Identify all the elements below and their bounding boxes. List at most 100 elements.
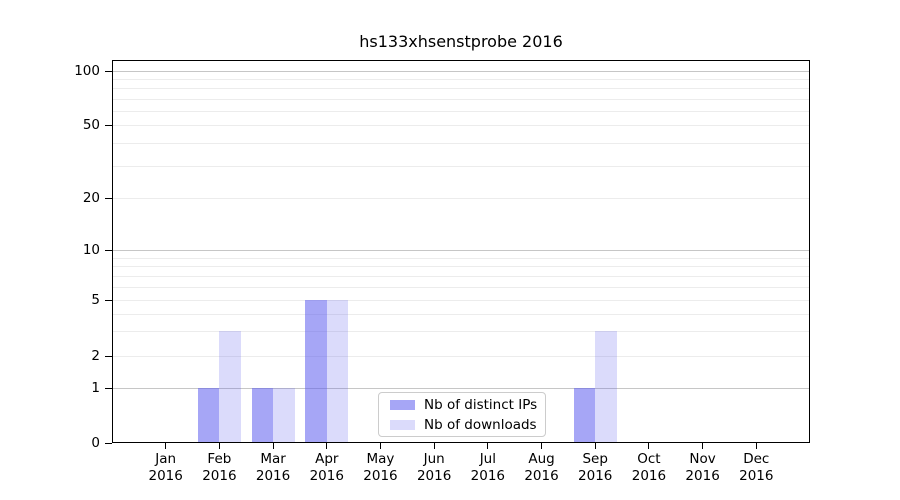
x-tick-label-line: Feb <box>207 451 232 467</box>
gridline-minor <box>113 88 809 90</box>
gridline-major <box>113 71 809 72</box>
x-tick-mark <box>648 443 650 449</box>
chart-title: hs133xhsenstprobe 2016 <box>359 32 563 51</box>
x-tick-mark <box>218 443 220 449</box>
bar-apr-distinct-ips <box>305 300 327 443</box>
y-tick-label: 10 <box>82 242 100 258</box>
gridline-minor <box>113 110 809 112</box>
legend-swatch-distinct-ips <box>390 399 415 410</box>
x-tick-label-line: 2016 <box>148 467 183 484</box>
x-tick-mark <box>594 443 596 449</box>
x-tick-mark <box>165 443 167 449</box>
x-tick-label-line: Apr <box>315 451 339 467</box>
bar-feb-distinct-ips <box>197 388 220 443</box>
legend-label-downloads: Nb of downloads <box>424 416 537 433</box>
bar-feb-downloads <box>219 331 241 443</box>
gridline-minor <box>113 286 809 288</box>
gridline-minor <box>113 165 809 167</box>
y-tick-label: 50 <box>82 117 100 133</box>
x-tick-mark <box>379 443 381 449</box>
gridline-major <box>113 388 809 389</box>
y-tick-label: 0 <box>91 435 100 451</box>
x-tick-label: Oct 2016 <box>619 451 679 484</box>
x-tick-label: Apr 2016 <box>297 451 357 484</box>
x-tick-mark <box>433 443 435 449</box>
x-tick-label: Sep 2016 <box>565 451 625 484</box>
x-tick-label-line: 2016 <box>255 467 291 484</box>
x-tick-mark <box>487 443 489 449</box>
gridline-minor <box>113 125 809 126</box>
y-tick-label: 5 <box>91 292 100 308</box>
bar-mar-distinct-ips <box>251 388 274 443</box>
x-tick-label-line: Dec <box>743 451 770 467</box>
y-tick-mark <box>105 125 112 126</box>
gridline-minor <box>113 313 809 315</box>
x-tick-label: Aug 2016 <box>512 451 572 484</box>
x-tick-label-line: Aug <box>528 451 555 467</box>
x-tick-label: Nov 2016 <box>673 451 733 484</box>
x-tick-label-line: Mar <box>260 451 286 467</box>
bar-sep-distinct-ips <box>573 388 596 443</box>
x-tick-label-line: Nov <box>689 451 716 467</box>
y-tick-label: 100 <box>74 63 100 79</box>
legend-entry-downloads: Nb of downloads <box>390 416 545 434</box>
y-tick-label: 20 <box>82 190 100 206</box>
gridline-minor <box>113 142 809 144</box>
x-tick-mark <box>755 443 757 449</box>
gridline-minor <box>113 98 809 100</box>
x-tick-label-line: Jan <box>155 451 177 467</box>
legend: Nb of distinct IPs Nb of downloads <box>378 392 546 437</box>
x-tick-label-line: 2016 <box>416 467 452 484</box>
x-tick-label-line: 2016 <box>631 467 667 484</box>
x-tick-label: Jun 2016 <box>404 451 464 484</box>
x-tick-label-line: 2016 <box>470 467 506 484</box>
gridline-minor <box>113 300 809 301</box>
x-tick-label: Dec 2016 <box>726 451 786 484</box>
y-tick-label: 1 <box>91 380 100 396</box>
y-tick-mark <box>105 356 112 357</box>
x-tick-label-line: 2016 <box>524 467 559 484</box>
y-tick-mark <box>105 250 112 251</box>
x-tick-label-line: 2016 <box>739 467 774 484</box>
gridline-minor <box>113 79 809 81</box>
legend-swatch-downloads <box>390 419 415 430</box>
gridline-minor <box>113 257 809 259</box>
legend-entry-distinct-ips: Nb of distinct IPs <box>390 396 545 414</box>
gridline-major <box>113 250 809 251</box>
gridline-minor <box>113 275 809 277</box>
x-tick-label: May 2016 <box>350 451 410 484</box>
x-tick-label-line: 2016 <box>309 467 344 484</box>
x-tick-label: Mar 2016 <box>243 451 303 484</box>
bar-sep-downloads <box>595 331 617 443</box>
gridline-minor <box>113 266 809 268</box>
plot-frame <box>112 60 810 443</box>
x-tick-label-line: May <box>366 451 395 467</box>
y-tick-mark <box>105 71 112 72</box>
y-tick-mark <box>105 443 112 444</box>
x-tick-label-line: Oct <box>637 451 661 467</box>
x-tick-mark <box>326 443 328 449</box>
gridline-minor <box>113 331 809 333</box>
x-tick-label-line: 2016 <box>578 467 613 484</box>
x-tick-label: Jul 2016 <box>458 451 518 484</box>
gridline-minor <box>113 356 809 357</box>
x-tick-label-line: 2016 <box>202 467 237 484</box>
x-tick-label-line: Sep <box>582 451 608 467</box>
y-tick-mark <box>105 388 112 389</box>
x-tick-label-line: 2016 <box>685 467 720 484</box>
y-tick-mark <box>105 300 112 301</box>
x-tick-label-line: Jun <box>423 451 445 467</box>
x-tick-mark <box>272 443 274 449</box>
legend-label-distinct-ips: Nb of distinct IPs <box>424 396 538 413</box>
x-tick-label-line: 2016 <box>363 467 398 484</box>
x-tick-label-line: Jul <box>479 451 496 467</box>
bar-mar-downloads <box>273 388 295 443</box>
x-tick-label: Jan 2016 <box>136 451 196 484</box>
x-tick-label: Feb 2016 <box>189 451 249 484</box>
bar-apr-downloads <box>326 300 349 443</box>
y-tick-label: 2 <box>91 348 100 364</box>
y-tick-mark <box>105 198 112 199</box>
x-tick-mark <box>702 443 704 449</box>
gridline-minor <box>113 198 809 199</box>
